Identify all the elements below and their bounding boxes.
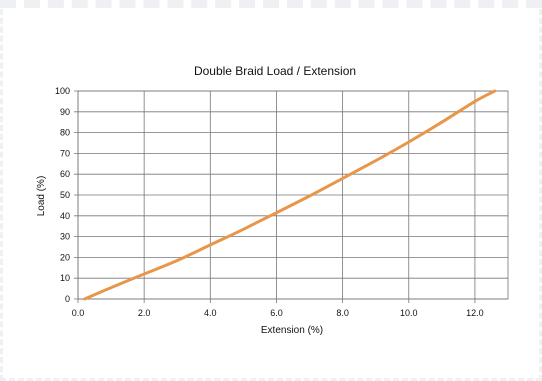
series-layer xyxy=(83,89,497,301)
y-tick-label: 80 xyxy=(60,128,70,138)
x-tick-label: 10.0 xyxy=(400,308,418,318)
y-tick-label: 60 xyxy=(60,169,70,179)
x-tick-label: 0.0 xyxy=(72,308,85,318)
y-tick-label: 0 xyxy=(65,294,70,304)
chart-title: Double Braid Load / Extension xyxy=(194,64,356,78)
x-axis-label: Extension (%) xyxy=(261,325,323,336)
x-tick-label: 4.0 xyxy=(204,308,217,318)
y-tick-label: 50 xyxy=(60,190,70,200)
x-axis-ticks: 0.0 2.0 4.0 6.0 8.0 10.0 12.0 xyxy=(72,308,484,318)
x-tick-label: 6.0 xyxy=(270,308,283,318)
y-tick-label: 100 xyxy=(55,86,70,96)
series-line xyxy=(83,89,497,301)
y-tick-label: 40 xyxy=(60,211,70,221)
y-axis-ticks: 0 10 20 30 40 50 60 70 80 90 100 xyxy=(55,86,70,304)
y-tick-label: 20 xyxy=(60,252,70,262)
x-tick-label: 2.0 xyxy=(138,308,151,318)
x-tick-label: 12.0 xyxy=(466,308,484,318)
y-tick-label: 30 xyxy=(60,232,70,242)
y-tick-label: 70 xyxy=(60,148,70,158)
y-tick-label: 10 xyxy=(60,273,70,283)
y-tick-label: 90 xyxy=(60,107,70,117)
grid xyxy=(74,90,509,303)
x-tick-label: 8.0 xyxy=(336,308,349,318)
plot-frame xyxy=(77,90,509,300)
y-axis-label: Load (%) xyxy=(36,176,47,217)
